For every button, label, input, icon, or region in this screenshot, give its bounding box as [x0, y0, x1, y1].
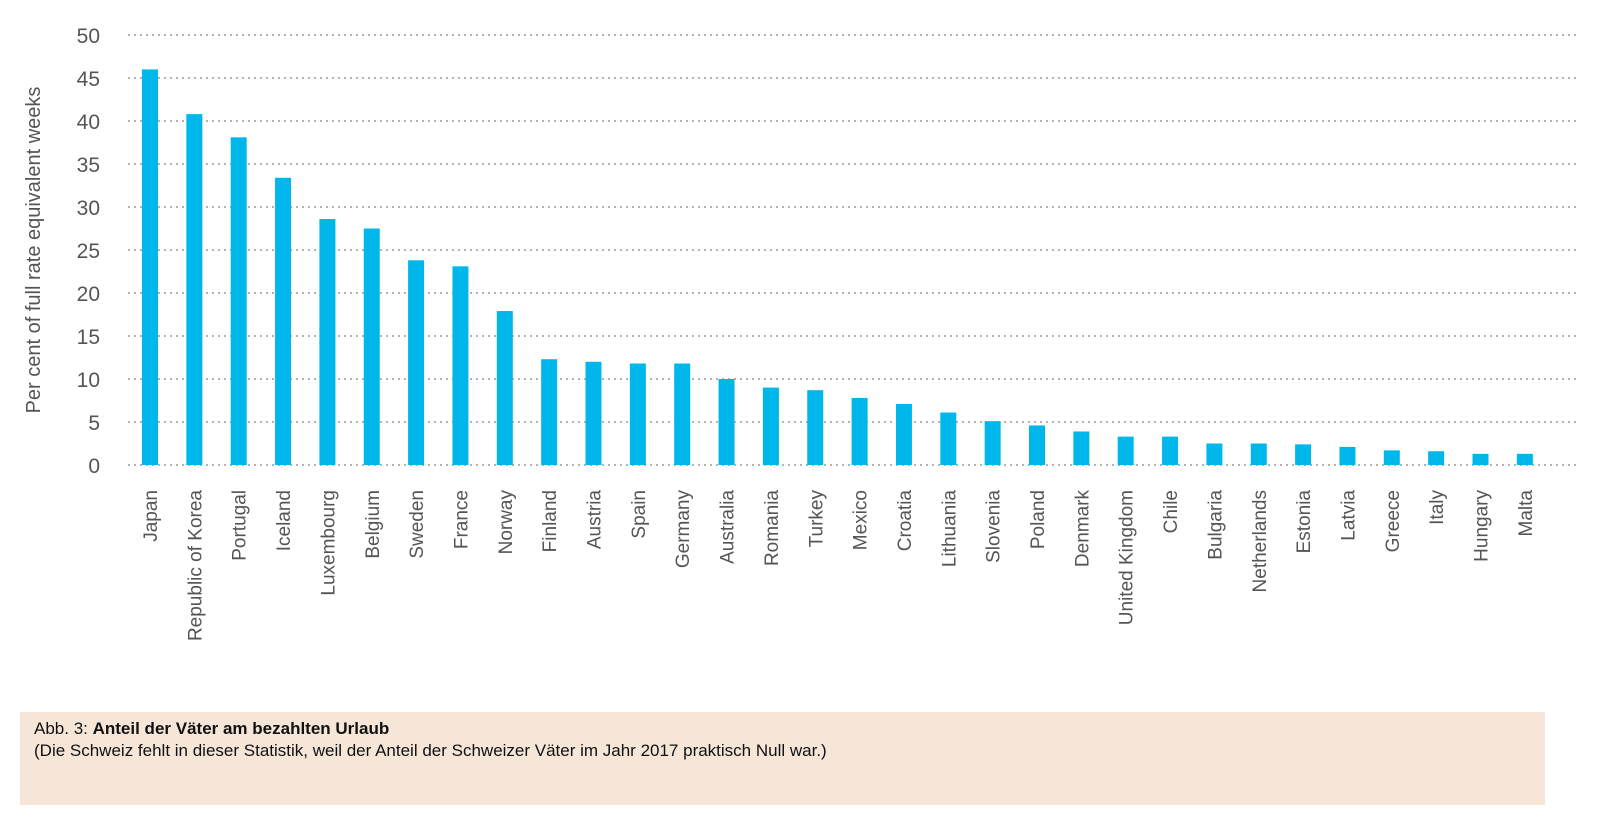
caption-heading: Abb. 3: Anteil der Väter am bezahlten Ur… — [34, 718, 1531, 740]
bar — [1250, 443, 1267, 465]
x-tick-label: Greece — [1383, 490, 1404, 552]
bar — [230, 137, 247, 465]
bar — [1117, 436, 1134, 465]
x-tick-label: Poland — [1028, 490, 1049, 549]
x-tick-label: Japan — [141, 490, 162, 542]
figure-caption: Abb. 3: Anteil der Väter am bezahlten Ur… — [20, 712, 1545, 805]
y-tick-label: 0 — [88, 455, 100, 478]
bar — [541, 359, 558, 465]
bar-chart: 0 5 10 15 20 25 30 35 40 45 50 Japan Republic of Ko… — [23, 25, 1580, 642]
y-tick-label: 45 — [77, 68, 100, 91]
x-axis-labels: Japan Republic of Korea Portugal Iceland Lux… — [141, 490, 1537, 642]
bar — [363, 228, 380, 465]
bar — [807, 390, 824, 465]
x-tick-label: Netherlands — [1250, 490, 1271, 592]
bar — [452, 266, 469, 465]
x-tick-label: Iceland — [274, 490, 295, 551]
x-tick-label: Finland — [540, 490, 561, 552]
bar — [1206, 443, 1223, 465]
bar — [629, 363, 646, 465]
x-tick-label: Republic of Korea — [185, 490, 206, 641]
x-tick-label: Portugal — [230, 490, 251, 561]
bar — [275, 177, 292, 465]
x-tick-label: Romania — [762, 490, 783, 566]
x-tick-label: Slovenia — [984, 490, 1005, 563]
bar — [1339, 446, 1356, 465]
x-tick-label: Croatia — [895, 490, 916, 552]
bar — [1295, 444, 1312, 465]
x-tick-label: France — [451, 490, 472, 549]
bar — [186, 114, 203, 466]
x-tick-label: Estonia — [1294, 490, 1315, 554]
y-axis-title: Per cent of full rate equivalent weeks — [23, 87, 45, 414]
bar — [496, 311, 513, 465]
y-tick-label: 10 — [77, 369, 100, 392]
x-tick-label: Lithuania — [939, 490, 960, 568]
bar — [1516, 453, 1533, 465]
x-tick-label: Austria — [585, 490, 606, 550]
x-tick-label: Luxembourg — [318, 490, 339, 596]
y-axis-ticks: 0 5 10 15 20 25 30 35 40 45 50 — [77, 25, 100, 478]
caption-prefix: Abb. 3: — [34, 719, 93, 738]
bars — [142, 69, 1533, 466]
x-tick-label: Mexico — [851, 490, 872, 550]
bar — [1428, 451, 1445, 465]
x-tick-label: Hungary — [1472, 490, 1493, 562]
bar — [1472, 453, 1489, 465]
y-tick-label: 30 — [77, 197, 100, 220]
bar — [851, 397, 868, 465]
x-tick-label: United Kingdom — [1117, 490, 1138, 625]
x-tick-label: Belgium — [363, 490, 384, 559]
x-tick-label: Italy — [1427, 490, 1448, 525]
x-tick-label: Norway — [496, 490, 517, 555]
y-tick-label: 35 — [77, 154, 100, 177]
bar — [984, 421, 1001, 465]
bar — [895, 403, 912, 465]
x-tick-label: Denmark — [1072, 490, 1093, 568]
x-tick-label: Bulgaria — [1205, 490, 1226, 560]
bar — [1383, 450, 1400, 465]
y-tick-label: 15 — [77, 326, 100, 349]
x-tick-label: Latvia — [1338, 490, 1359, 541]
y-tick-label: 20 — [77, 283, 100, 306]
bar — [585, 361, 602, 465]
x-tick-label: Australia — [718, 490, 739, 564]
bar — [762, 387, 779, 465]
bar — [408, 260, 425, 465]
y-tick-label: 50 — [77, 25, 100, 48]
bar — [718, 379, 735, 465]
bar — [142, 69, 158, 466]
bar — [1162, 436, 1179, 465]
y-tick-label: 5 — [88, 412, 100, 435]
bar — [940, 412, 957, 465]
x-tick-label: Turkey — [806, 490, 827, 548]
y-tick-label: 25 — [77, 240, 100, 263]
x-tick-label: Spain — [629, 490, 650, 539]
x-tick-label: Sweden — [407, 490, 428, 559]
bar — [319, 219, 336, 465]
x-tick-label: Germany — [673, 490, 694, 569]
bar — [1029, 425, 1045, 465]
caption-note: (Die Schweiz fehlt in dieser Statistik, … — [34, 741, 827, 760]
x-tick-label: Malta — [1516, 490, 1537, 537]
y-tick-label: 40 — [77, 111, 100, 134]
caption-title: Anteil der Väter am bezahlten Urlaub — [92, 719, 390, 738]
bar — [1073, 431, 1090, 465]
x-tick-label: Chile — [1161, 490, 1182, 533]
bar — [674, 363, 691, 465]
